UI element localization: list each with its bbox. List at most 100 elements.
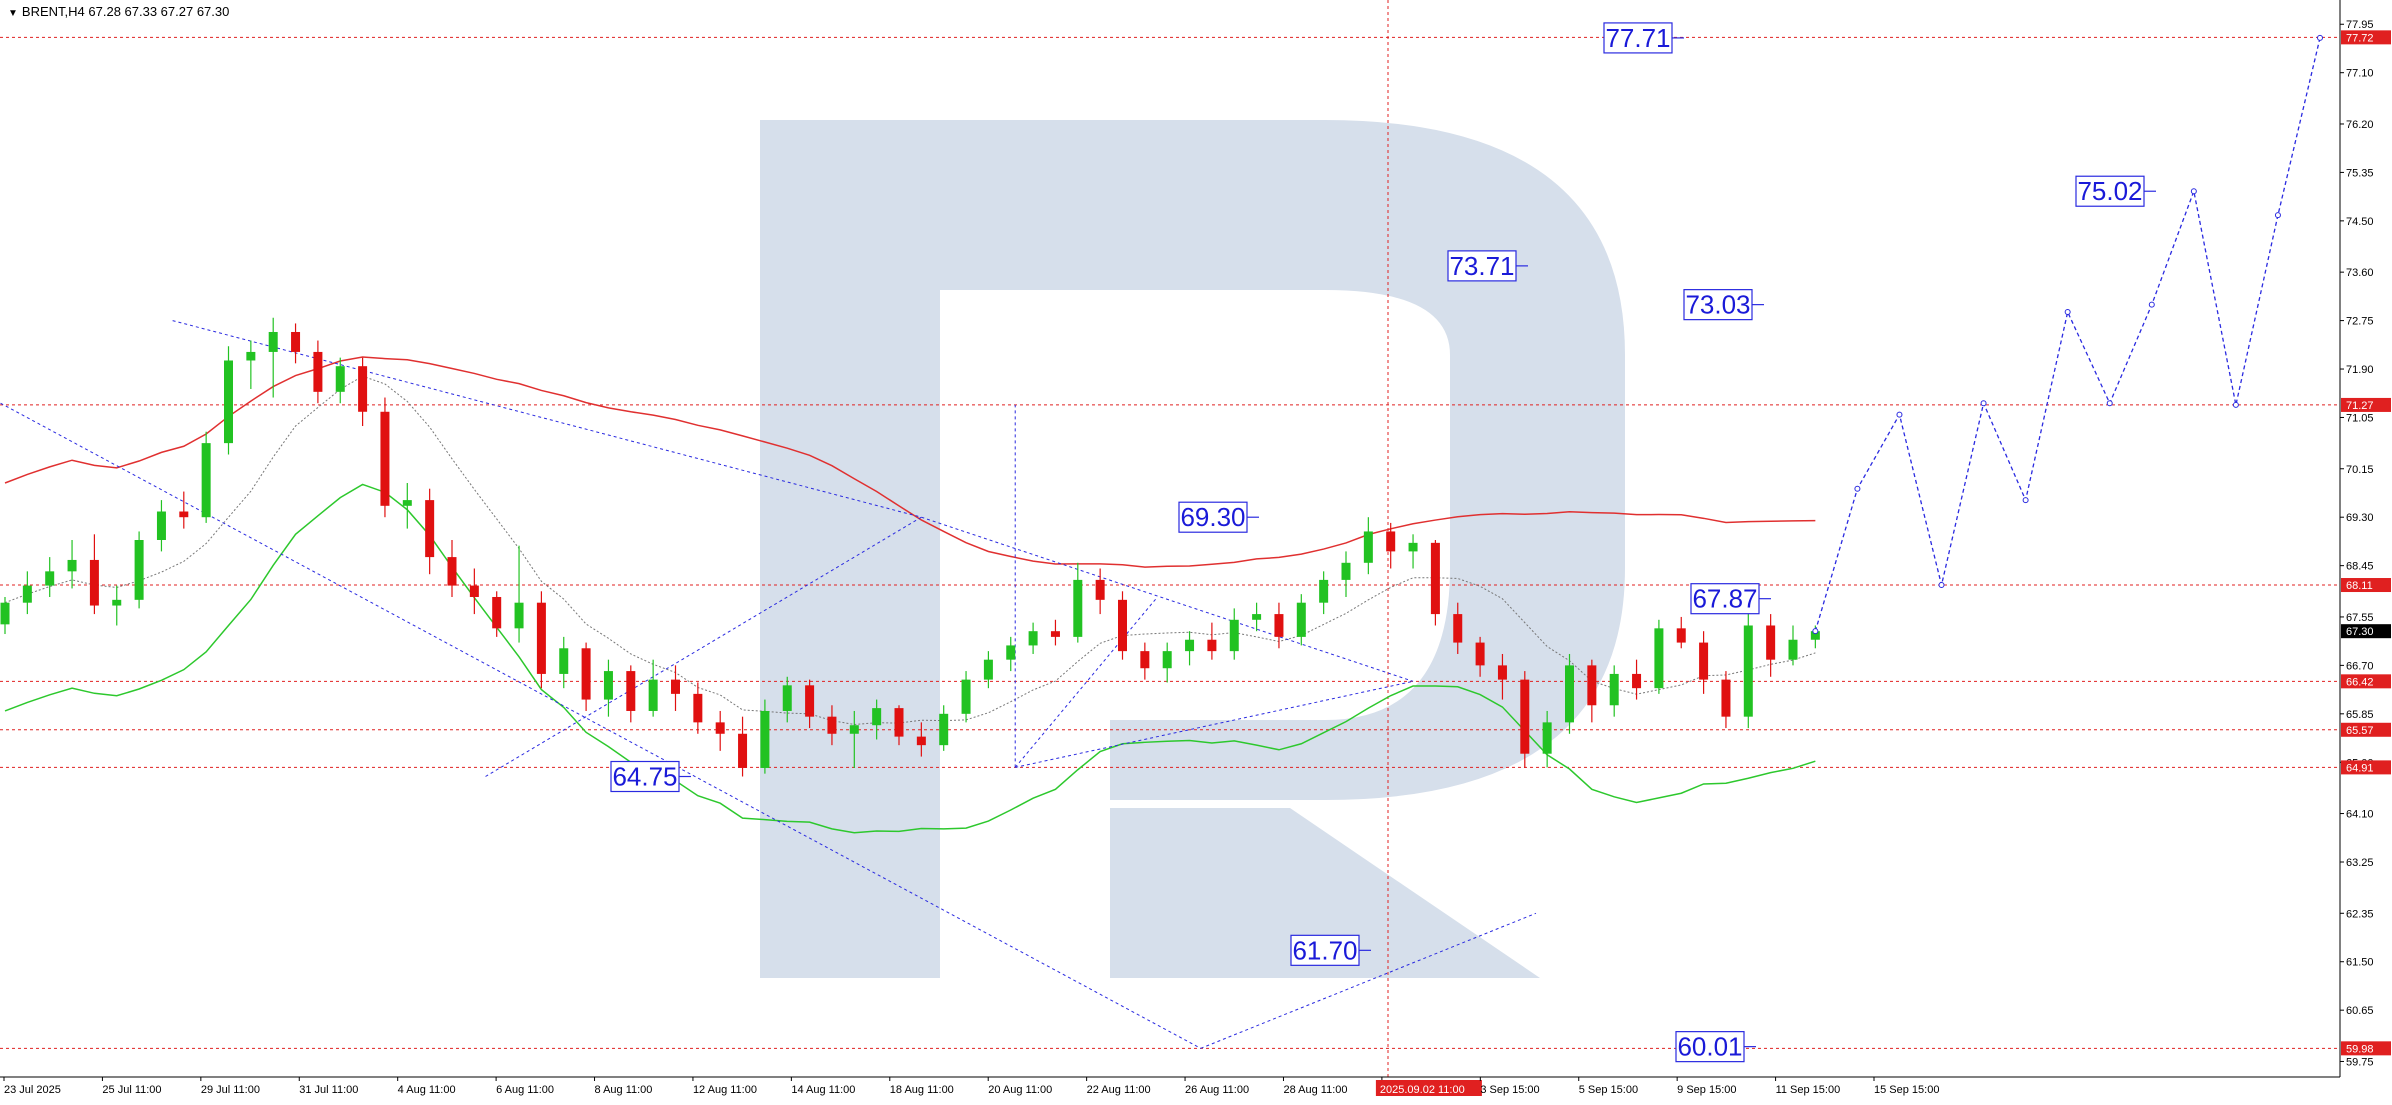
candle-body [268, 331, 278, 352]
candle-body [179, 511, 189, 518]
price-tick-label: 66.70 [2346, 660, 2374, 672]
candle-body [1520, 679, 1530, 754]
forecast-point [1812, 628, 1819, 635]
candle-body [1609, 673, 1619, 706]
forecast-line [1814, 37, 2321, 632]
price-tick-label: 73.60 [2346, 267, 2374, 279]
candle-body [581, 648, 591, 700]
price-level-tag [2341, 722, 2391, 737]
time-tick-label: 23 Jul 2025 [4, 1084, 61, 1096]
candle-body [894, 708, 904, 737]
price-level-tag-label: 64.91 [2346, 762, 2374, 774]
candle-body [1118, 599, 1127, 652]
candle-body [1565, 665, 1574, 723]
candle-body [536, 602, 546, 674]
candle-body [514, 602, 524, 629]
price-tick-label: 68.45 [2346, 561, 2374, 573]
price-level-tag [2341, 397, 2391, 412]
time-tick-label: 22 Aug 11:00 [1087, 1084, 1151, 1096]
candle-body [916, 736, 926, 746]
candle-body [559, 648, 569, 674]
candle-body [1185, 639, 1195, 652]
time-tick-label: 26 Aug 11:00 [1185, 1084, 1249, 1096]
price-tick-label: 71.90 [2346, 364, 2374, 376]
time-tick-label: 28 Aug 11:00 [1283, 1084, 1347, 1096]
candle-body [22, 585, 32, 603]
price-tick-label: 59.75 [2346, 1056, 2374, 1068]
candle-body [738, 733, 748, 768]
time-tick-label: 9 Sep 15:00 [1677, 1084, 1736, 1096]
trend-line [1014, 598, 1157, 768]
candle-body [1274, 614, 1284, 637]
trend-line [1200, 912, 1537, 1049]
candle-body [849, 725, 859, 734]
candle-body [156, 511, 166, 540]
time-tick-label: 18 Aug 11:00 [890, 1084, 954, 1096]
candle-body [246, 351, 256, 361]
candle-body [313, 351, 323, 392]
price-level-tag-label: 65.57 [2346, 725, 2374, 737]
candle-body [1542, 722, 1552, 754]
trend-line [0, 402, 1201, 1049]
candle-body [1453, 614, 1463, 643]
watermark-r-stem [760, 120, 1625, 978]
time-tick-label: 12 Aug 11:00 [693, 1084, 757, 1096]
forecast-point [2106, 400, 2113, 407]
candle-body [1050, 631, 1060, 637]
candle-body [1497, 665, 1507, 680]
candle-body [89, 559, 99, 606]
candle-body [1162, 651, 1172, 669]
time-tick-label: 5 Sep 15:00 [1579, 1084, 1638, 1096]
candle-body [1296, 602, 1306, 637]
price-level-tag [2341, 578, 2391, 593]
candle-body [492, 596, 502, 629]
candle-body [1140, 651, 1150, 669]
annotation-label: 69.30 [1180, 502, 1245, 532]
trend-line [485, 516, 922, 777]
candle-body [67, 559, 77, 572]
candles [0, 317, 1820, 777]
candle-body [1095, 579, 1105, 600]
candle-body [1766, 625, 1776, 660]
price-level-tag [2341, 624, 2391, 639]
candle-body [469, 585, 479, 597]
time-tick-label: 29 Jul 11:00 [201, 1084, 260, 1096]
candle-body [201, 443, 211, 518]
crosshair-time-tag [1375, 1080, 1482, 1096]
price-level-tag [2341, 30, 2391, 45]
annotations: 77.71 75.02 73.71 73.03 69.30 67.87 64.75 61.70… [610, 22, 2156, 1063]
collapse-icon[interactable]: ▼ [8, 8, 18, 19]
candle-body [715, 722, 725, 734]
annotation-label: 60.01 [1677, 1032, 1742, 1062]
price-tick-label: 65.85 [2346, 709, 2374, 721]
candle-body [648, 679, 658, 711]
candle-body [291, 331, 301, 352]
time-tick-label: 11 Sep 15:00 [1776, 1084, 1841, 1096]
time-tick-label: 6 Aug 11:00 [496, 1084, 554, 1096]
price-axis-bg [2340, 0, 2392, 1100]
candle-body [1006, 645, 1016, 660]
candle-body [1743, 625, 1753, 717]
price-tick-label: 64.10 [2346, 809, 2374, 821]
chart-header[interactable]: ▼ BRENT,H4 67.28 67.33 67.27 67.30 [4, 4, 234, 19]
annotation-box [1178, 501, 1248, 533]
price-tick-label: 62.35 [2346, 908, 2374, 920]
annotation-label: 73.03 [1685, 290, 1750, 320]
ma-slow-line [4, 356, 1816, 568]
symbol-label: BRENT,H4 [21, 4, 85, 19]
candle-body [1028, 631, 1038, 646]
price-tick-label: 60.65 [2346, 1005, 2374, 1017]
price-level-tag-label: 71.27 [2346, 400, 2374, 412]
price-level-tag-label: 59.98 [2346, 1043, 2374, 1055]
price-level-tag [2341, 760, 2391, 775]
price-tick-label: 74.50 [2346, 216, 2374, 228]
forecast-point [2232, 401, 2239, 408]
candle-body [1721, 679, 1731, 717]
candle-body [1587, 665, 1597, 706]
forecast-point [1896, 411, 1903, 418]
candle-body [358, 366, 368, 412]
annotation-box [610, 760, 680, 793]
level-lines [0, 36, 2340, 1049]
